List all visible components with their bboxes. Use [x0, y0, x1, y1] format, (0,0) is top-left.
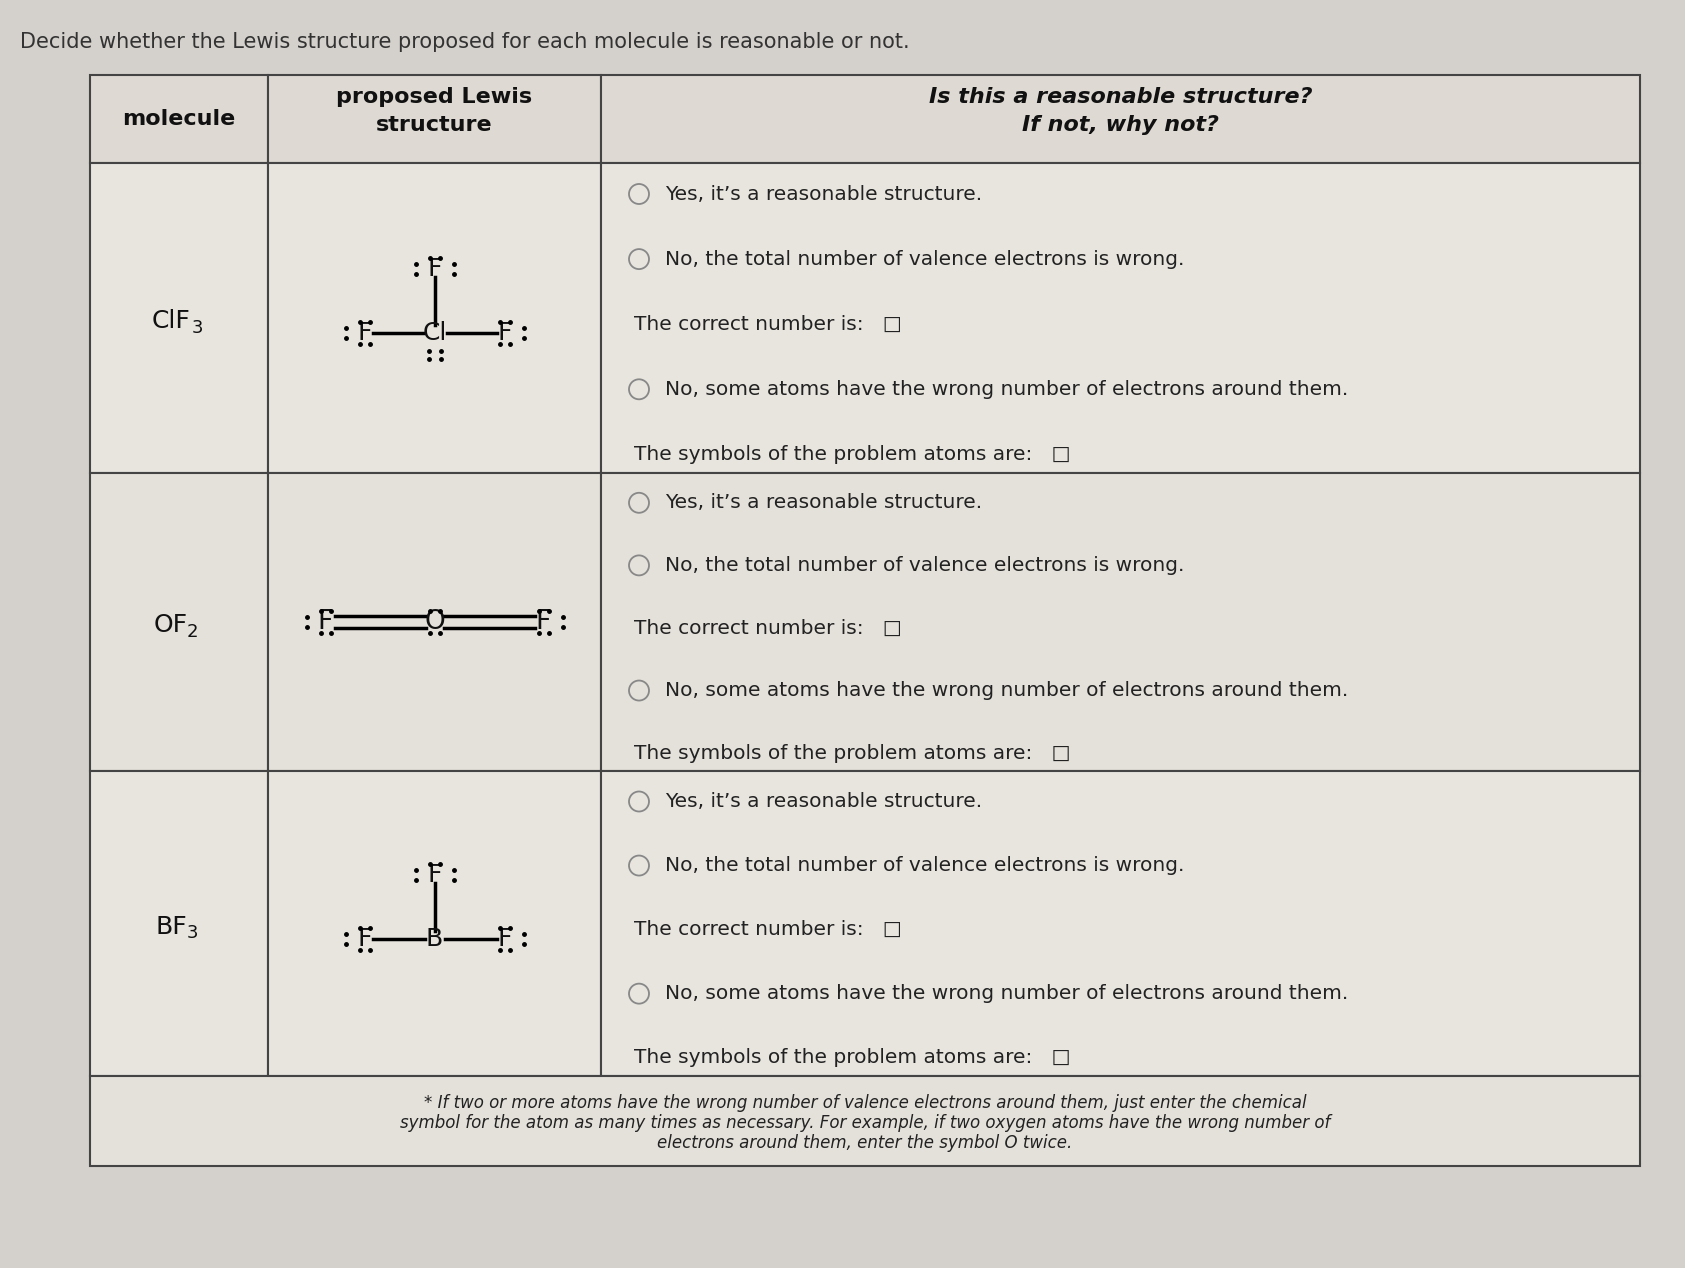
Bar — [89, 75, 268, 164]
Text: The correct number is:   □: The correct number is: □ — [634, 619, 901, 638]
Text: No, some atoms have the wrong number of electrons around them.: No, some atoms have the wrong number of … — [666, 380, 1348, 399]
Text: The correct number is:   □: The correct number is: □ — [634, 314, 901, 333]
Text: proposed Lewis
structure: proposed Lewis structure — [337, 87, 532, 134]
Bar — [602, 771, 1640, 1077]
Text: The symbols of the problem atoms are:   □: The symbols of the problem atoms are: □ — [634, 743, 1070, 762]
Text: ClF: ClF — [152, 309, 190, 333]
Text: No, some atoms have the wrong number of electrons around them.: No, some atoms have the wrong number of … — [666, 984, 1348, 1003]
Text: OF: OF — [153, 612, 189, 637]
Text: F: F — [536, 609, 551, 635]
Bar — [602, 75, 1640, 164]
Text: F: F — [428, 257, 441, 281]
Text: Yes, it’s a reasonable structure.: Yes, it’s a reasonable structure. — [666, 493, 982, 512]
Text: 3: 3 — [192, 320, 204, 337]
Bar — [89, 1077, 1640, 1167]
Text: F: F — [497, 927, 512, 951]
Bar — [268, 75, 602, 164]
Text: B: B — [426, 927, 443, 951]
Text: The symbols of the problem atoms are:   □: The symbols of the problem atoms are: □ — [634, 1049, 1070, 1068]
Text: No, the total number of valence electrons is wrong.: No, the total number of valence electron… — [666, 856, 1185, 875]
Text: F: F — [357, 927, 372, 951]
Text: No, some atoms have the wrong number of electrons around them.: No, some atoms have the wrong number of … — [666, 681, 1348, 700]
Bar — [268, 473, 602, 771]
Text: Cl: Cl — [423, 321, 447, 345]
Text: F: F — [318, 609, 334, 635]
Text: F: F — [428, 862, 441, 886]
Text: electrons around them, enter the symbol O twice.: electrons around them, enter the symbol … — [657, 1134, 1073, 1153]
Text: Yes, it’s a reasonable structure.: Yes, it’s a reasonable structure. — [666, 185, 982, 203]
Text: The symbols of the problem atoms are:   □: The symbols of the problem atoms are: □ — [634, 445, 1070, 464]
Text: * If two or more atoms have the wrong number of valence electrons around them, j: * If two or more atoms have the wrong nu… — [423, 1094, 1306, 1112]
Text: Is this a reasonable structure?
If not, why not?: Is this a reasonable structure? If not, … — [928, 87, 1313, 134]
Bar — [89, 164, 268, 473]
Text: Yes, it’s a reasonable structure.: Yes, it’s a reasonable structure. — [666, 792, 982, 812]
Bar — [268, 164, 602, 473]
Text: symbol for the atom as many times as necessary. For example, if two oxygen atoms: symbol for the atom as many times as nec… — [399, 1115, 1329, 1132]
Text: The correct number is:   □: The correct number is: □ — [634, 921, 901, 940]
Text: 3: 3 — [187, 924, 199, 942]
Text: Decide whether the Lewis structure proposed for each molecule is reasonable or n: Decide whether the Lewis structure propo… — [20, 32, 910, 52]
Text: F: F — [357, 321, 372, 345]
Text: BF: BF — [155, 914, 187, 938]
Text: No, the total number of valence electrons is wrong.: No, the total number of valence electron… — [666, 555, 1185, 574]
Bar — [602, 164, 1640, 473]
Bar — [89, 473, 268, 771]
Bar — [268, 771, 602, 1077]
Text: No, the total number of valence electrons is wrong.: No, the total number of valence electron… — [666, 250, 1185, 269]
Bar — [89, 771, 268, 1077]
Text: F: F — [497, 321, 512, 345]
Text: 2: 2 — [187, 623, 199, 642]
Text: O: O — [425, 609, 445, 635]
Bar — [602, 473, 1640, 771]
Text: molecule: molecule — [123, 109, 236, 129]
